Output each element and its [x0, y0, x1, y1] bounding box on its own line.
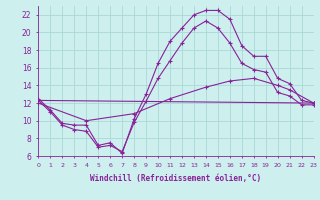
X-axis label: Windchill (Refroidissement éolien,°C): Windchill (Refroidissement éolien,°C) [91, 174, 261, 183]
